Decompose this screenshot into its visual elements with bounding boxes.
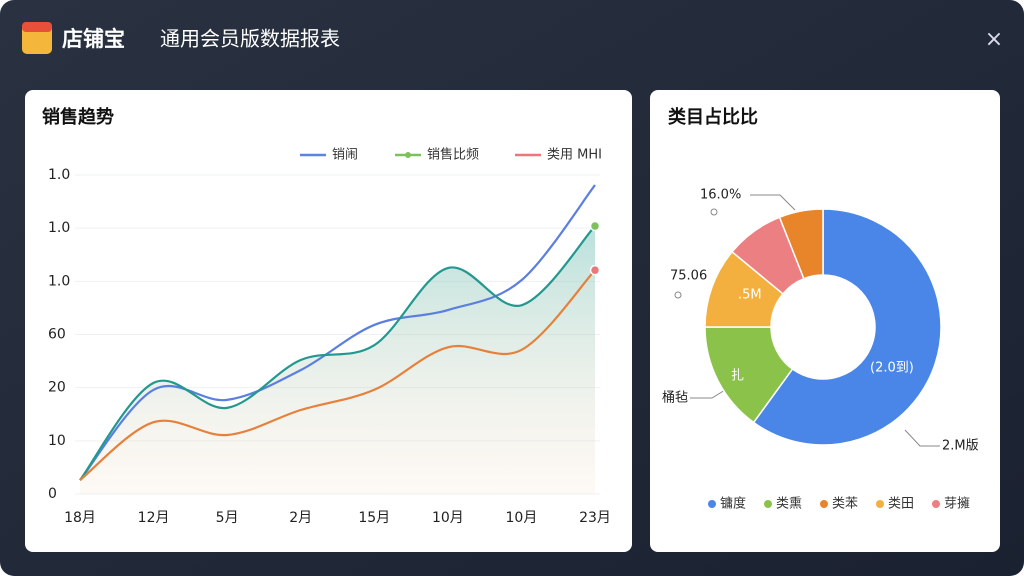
y-tick-label: 1.0 [48, 220, 70, 236]
annotation: 桶毡 [662, 391, 688, 406]
annotation: 75.06 [670, 269, 707, 284]
app-icon-top [22, 22, 52, 32]
chart-title: 类目占比比 [668, 106, 758, 128]
legend-dot [876, 500, 884, 508]
pie-card [650, 90, 1000, 552]
legend-dot [405, 152, 411, 158]
legend-label: 类熏 [776, 497, 802, 512]
legend-label: 类田 [888, 497, 914, 512]
legend-label: 芽擁 [944, 497, 970, 512]
end-point [589, 220, 601, 232]
slice [752, 208, 942, 446]
line [79, 225, 596, 481]
app-name: 店铺宝 [62, 27, 125, 51]
legend-label: 类用 MHI [547, 148, 602, 163]
legend-label: 销闹 [332, 148, 358, 163]
x-tick-label: 12月 [138, 510, 170, 526]
x-tick-label: 5月 [216, 510, 239, 526]
legend-dot [820, 500, 828, 508]
x-tick-label: 10月 [506, 510, 538, 526]
y-tick-label: 10 [48, 433, 66, 449]
legend-label: 销售比频 [427, 147, 479, 163]
legend-label: 镛度 [720, 496, 746, 512]
y-tick-label: 1.0 [48, 167, 70, 183]
legend-label: 类苯 [832, 497, 858, 512]
slice [778, 208, 824, 280]
x-tick-label: 10月 [432, 510, 464, 526]
y-tick-label: 1.0 [48, 273, 70, 289]
area [80, 226, 595, 495]
legend-dot [764, 500, 772, 508]
legend-dot [708, 500, 716, 508]
y-tick-label: 0 [48, 486, 57, 502]
annotation: 16.0% [700, 188, 741, 203]
y-tick-label: 20 [48, 380, 66, 396]
line [79, 269, 596, 482]
annotation: 扎 [731, 369, 744, 384]
window-title: 通用会员版数据报表 [160, 27, 340, 51]
chart-title: 销售趋势 [42, 106, 114, 128]
annotation: .5M [738, 288, 762, 303]
x-tick-label: 15月 [358, 510, 390, 526]
legend-dot [932, 500, 940, 508]
x-tick-label: 23月 [579, 510, 611, 526]
end-point [589, 264, 601, 276]
x-tick-label: 2月 [289, 510, 312, 526]
annotation: (2.0到) [870, 361, 914, 376]
x-tick-label: 18月 [64, 510, 96, 526]
y-tick-label: 60 [48, 327, 66, 343]
close-button[interactable]: × [985, 27, 1003, 52]
leader-lines [674, 194, 940, 447]
line [79, 184, 596, 481]
annotation: 2.M版 [942, 439, 979, 454]
